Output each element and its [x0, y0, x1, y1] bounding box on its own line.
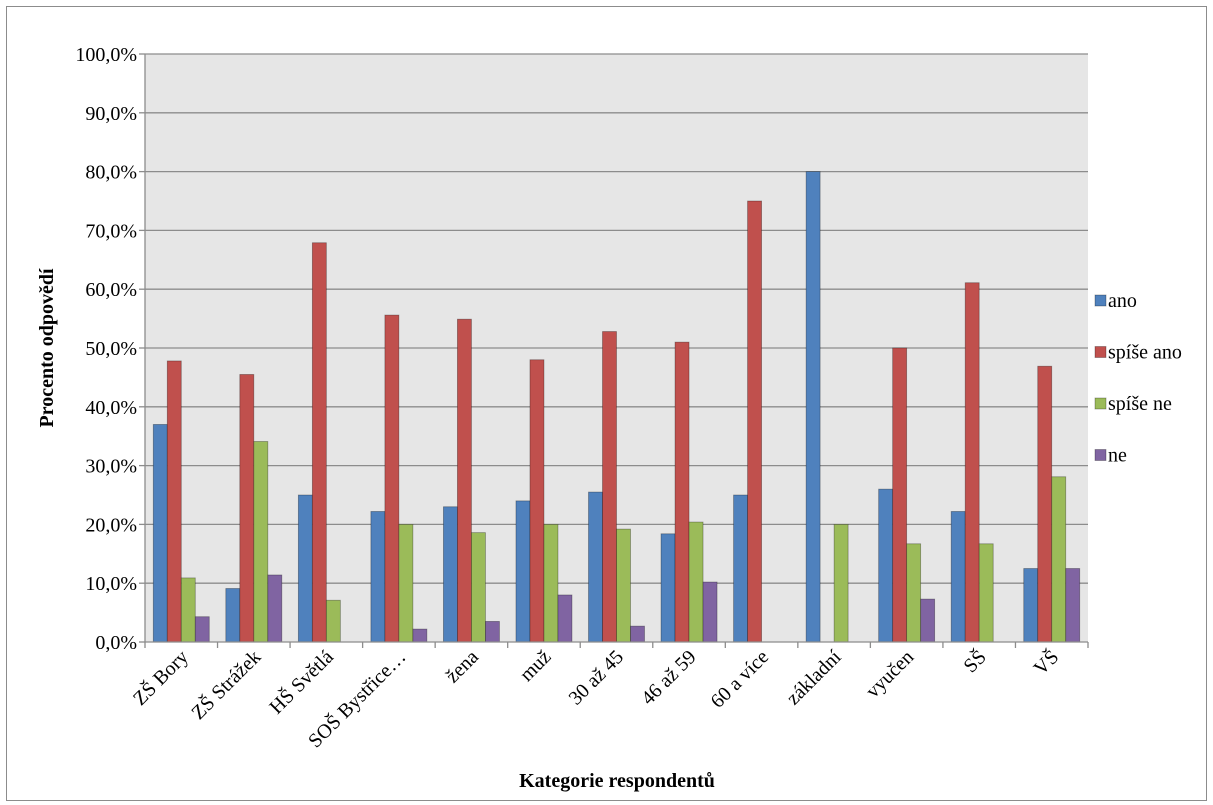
bar-spíše-ne — [326, 600, 340, 642]
x-tick-label: VŠ — [1028, 645, 1063, 680]
x-tick-label: 60 a více — [707, 646, 774, 713]
bar-ano — [443, 507, 457, 642]
bar-spíše-ne — [689, 522, 703, 642]
x-axis-title: Kategorie respondentů — [519, 770, 715, 792]
bar-ne — [268, 575, 282, 642]
bar-ano — [1024, 569, 1038, 643]
bar-spíše-ano — [240, 374, 254, 642]
y-tick-label: 90,0% — [85, 103, 137, 125]
bar-ano — [153, 424, 167, 642]
bar-spíše-ano — [603, 332, 617, 642]
bar-ano — [226, 588, 240, 642]
bar-spíše-ne — [979, 544, 993, 642]
bar-ne — [703, 582, 717, 642]
bar-ano — [879, 489, 893, 642]
bar-spíše-ne — [834, 524, 848, 642]
legend-swatch — [1095, 347, 1106, 358]
bar-ano — [951, 511, 965, 642]
bar-spíše-ano — [675, 342, 689, 642]
legend-swatch — [1095, 295, 1106, 306]
bar-spíše-ano — [1038, 366, 1052, 642]
y-tick-label: 10,0% — [85, 573, 137, 595]
bar-ne — [1066, 569, 1080, 643]
bar-ano — [371, 511, 385, 642]
x-tick-label: 30 až 45 — [565, 646, 628, 709]
legend: ano spíše ano spíše ne ne — [1095, 290, 1182, 467]
y-tick-label: 40,0% — [85, 397, 137, 419]
bar-spíše-ne — [907, 544, 921, 642]
bar-ano — [589, 492, 603, 642]
bar-spíše-ano — [457, 319, 471, 642]
y-tick-label: 100,0% — [75, 44, 137, 66]
bar-spíše-ne — [181, 578, 195, 642]
x-tick-label: HŠ Světlá — [264, 644, 338, 718]
x-tick-label: základní — [782, 646, 846, 710]
x-tick-label: SŠ — [958, 645, 991, 678]
bar-spíše-ne — [471, 533, 485, 642]
bar-spíše-ne — [544, 524, 558, 642]
legend-label: spíše ne — [1108, 393, 1172, 415]
bar-spíše-ano — [385, 315, 399, 642]
bar-spíše-ano — [893, 348, 907, 642]
bar-spíše-ano — [167, 361, 181, 642]
bar-spíše-ano — [312, 243, 326, 642]
y-tick-label: 70,0% — [85, 220, 137, 242]
legend-swatch — [1095, 450, 1106, 461]
x-tick-label: muž — [516, 646, 556, 686]
bar-ano — [516, 501, 530, 642]
bar-spíše-ano — [748, 201, 762, 642]
bar-chart: 0,0% 10,0% 20,0% 30,0% 40,0% 50,0% 60,0% 70,0% 8… — [7, 7, 1208, 802]
y-tick-label: 80,0% — [85, 162, 137, 184]
bar-ne — [195, 617, 209, 642]
legend-swatch — [1095, 398, 1106, 409]
y-tick-label: 0,0% — [95, 632, 137, 654]
bar-spíše-ano — [965, 283, 979, 642]
bar-ne — [558, 595, 572, 642]
bar-ne — [413, 629, 427, 642]
x-tick-label: žena — [441, 646, 483, 688]
y-tick-label: 20,0% — [85, 514, 137, 536]
chart-container: 0,0% 10,0% 20,0% 30,0% 40,0% 50,0% 60,0% 70,0% 8… — [6, 6, 1207, 801]
bar-ano — [298, 495, 312, 642]
legend-label: spíše ano — [1108, 342, 1182, 364]
y-tick-labels: 0,0% 10,0% 20,0% 30,0% 40,0% 50,0% 60,0% 70,0% 8… — [75, 44, 137, 654]
bar-ano — [806, 172, 820, 642]
y-axis-title: Procento odpovědí — [36, 268, 58, 428]
y-tick-label: 50,0% — [85, 338, 137, 360]
x-tick-label: ZŠ Strážek — [186, 645, 265, 724]
bar-ano — [661, 534, 675, 642]
bar-ano — [734, 495, 748, 642]
y-tick-label: 60,0% — [85, 279, 137, 301]
legend-label: ne — [1108, 445, 1127, 467]
bar-spíše-ne — [399, 524, 413, 642]
bar-ne — [921, 599, 935, 642]
y-tick-label: 30,0% — [85, 456, 137, 478]
x-tick-label: 46 až 59 — [637, 646, 700, 709]
bar-spíše-ne — [254, 441, 268, 642]
x-tick-label: vyučen — [862, 646, 918, 702]
x-tick-label: ZŠ Bory — [128, 645, 193, 710]
bar-ne — [631, 626, 645, 642]
bar-spíše-ne — [1052, 477, 1066, 642]
bar-spíše-ne — [617, 529, 631, 642]
legend-label: ano — [1108, 290, 1137, 312]
bar-spíše-ano — [530, 360, 544, 642]
bar-ne — [485, 621, 499, 642]
